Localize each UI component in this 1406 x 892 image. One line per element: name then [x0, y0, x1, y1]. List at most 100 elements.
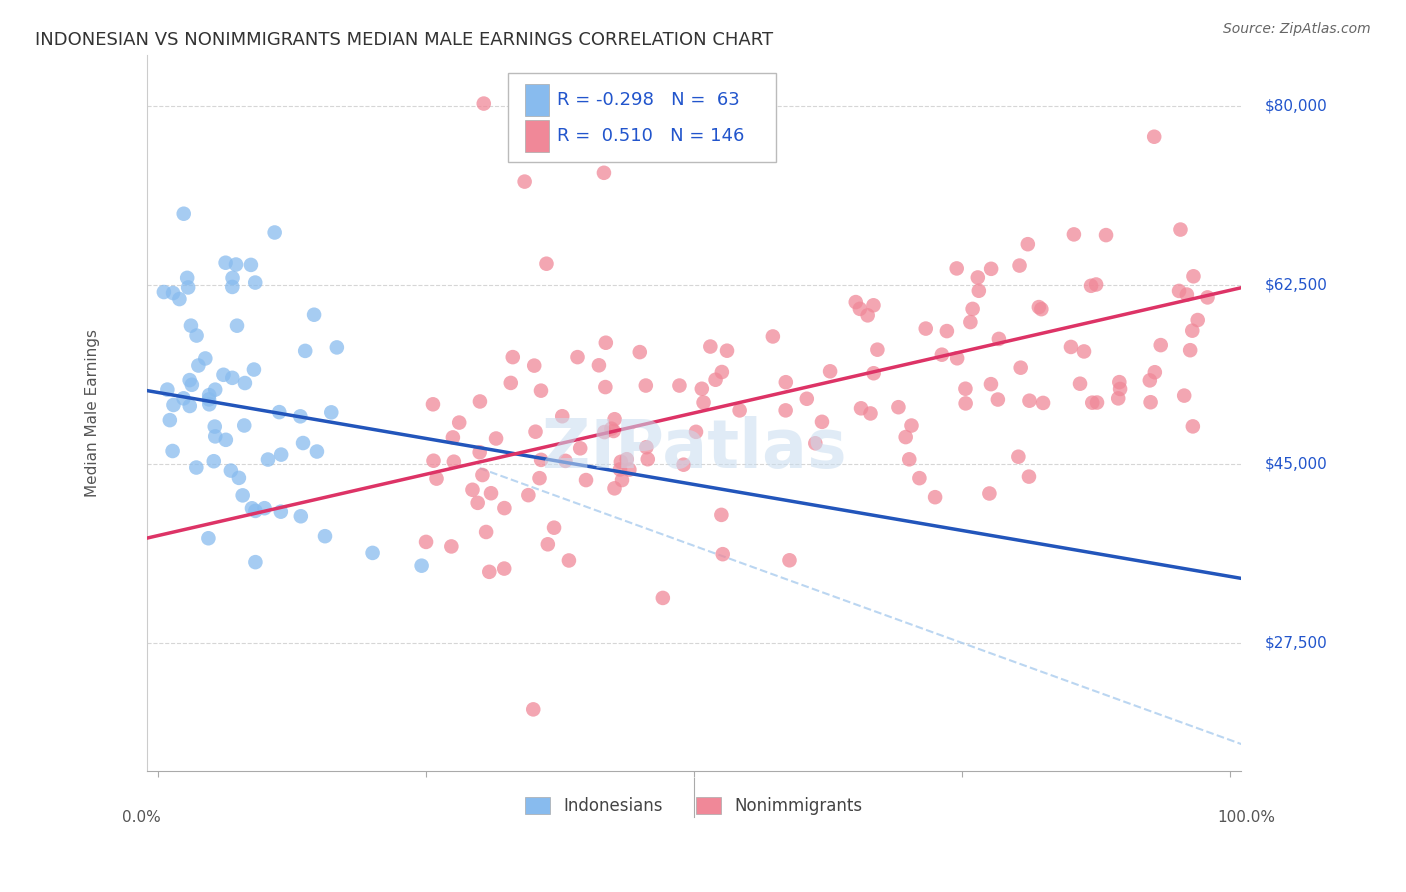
Point [226, 318, 249, 333]
Point [628, 345, 651, 359]
Point [966, 270, 988, 285]
Point [425, 472, 447, 486]
Point [737, 122, 759, 136]
Point [522, 702, 544, 716]
Point [173, 392, 195, 406]
Point [955, 396, 977, 410]
Point [1010, 360, 1032, 375]
Point [1018, 393, 1040, 408]
Point [685, 425, 707, 439]
Point [1168, 284, 1191, 298]
Point [202, 454, 225, 468]
Point [636, 440, 658, 454]
FancyBboxPatch shape [524, 120, 548, 152]
Point [270, 448, 292, 462]
Point [1032, 396, 1054, 410]
Text: INDONESIAN VS NONIMMIGRANTS MEDIAN MALE EARNINGS CORRELATION CHART: INDONESIAN VS NONIMMIGRANTS MEDIAN MALE … [35, 31, 773, 49]
Point [198, 388, 221, 402]
Point [1028, 300, 1050, 314]
Point [440, 540, 463, 554]
Point [530, 384, 553, 398]
Point [422, 397, 444, 411]
Point [314, 529, 336, 543]
Point [461, 483, 484, 497]
Point [558, 553, 581, 567]
Text: 0.0%: 0.0% [122, 810, 162, 825]
Point [305, 444, 328, 458]
Point [609, 462, 631, 476]
Point [180, 377, 202, 392]
Point [593, 166, 616, 180]
Point [987, 332, 1010, 346]
Point [243, 362, 266, 376]
Point [1181, 324, 1204, 338]
Point [232, 488, 254, 502]
Point [449, 416, 471, 430]
Point [212, 368, 235, 382]
Point [1017, 237, 1039, 252]
Point [1109, 382, 1132, 396]
Point [292, 436, 315, 450]
Point [672, 458, 695, 472]
Text: $80,000: $80,000 [1265, 99, 1327, 114]
Point [162, 444, 184, 458]
Point [796, 392, 818, 406]
Point [204, 419, 226, 434]
Point [616, 452, 638, 467]
Point [811, 415, 834, 429]
Point [214, 256, 236, 270]
Text: $45,000: $45,000 [1265, 457, 1327, 472]
Point [849, 301, 872, 316]
Point [619, 462, 641, 476]
Point [898, 452, 921, 467]
Point [290, 409, 312, 424]
Point [554, 454, 576, 468]
Point [422, 454, 444, 468]
Point [1181, 419, 1204, 434]
Point [1085, 395, 1108, 409]
Point [1178, 343, 1201, 358]
Point [290, 509, 312, 524]
Point [1139, 395, 1161, 409]
Point [543, 521, 565, 535]
Point [955, 382, 977, 396]
Point [716, 343, 738, 358]
Point [651, 591, 673, 605]
Point [595, 380, 617, 394]
Point [959, 315, 981, 329]
Point [1008, 259, 1031, 273]
Point [162, 398, 184, 412]
Point [198, 392, 221, 407]
Point [530, 453, 553, 467]
Point [204, 383, 226, 397]
Point [866, 343, 889, 357]
Point [569, 442, 592, 456]
Point [240, 501, 263, 516]
Point [221, 271, 243, 285]
Point [1150, 338, 1173, 352]
Point [221, 371, 243, 385]
Point [849, 401, 872, 416]
Point [711, 547, 734, 561]
Point [775, 375, 797, 389]
Point [1108, 375, 1130, 389]
Point [1031, 302, 1053, 317]
Point [1073, 344, 1095, 359]
Point [1060, 340, 1083, 354]
Point [321, 405, 343, 419]
Point [411, 558, 433, 573]
Text: R =  0.510   N = 146: R = 0.510 N = 146 [557, 127, 745, 145]
Point [762, 329, 785, 343]
Text: ZIPatlas: ZIPatlas [541, 416, 846, 482]
Point [156, 383, 179, 397]
Point [710, 508, 733, 522]
Point [1170, 222, 1192, 236]
Point [728, 403, 751, 417]
Point [1007, 450, 1029, 464]
Point [600, 422, 623, 436]
Point [228, 471, 250, 485]
Point [537, 537, 560, 551]
Point [567, 350, 589, 364]
Point [472, 96, 495, 111]
Point [668, 378, 690, 392]
